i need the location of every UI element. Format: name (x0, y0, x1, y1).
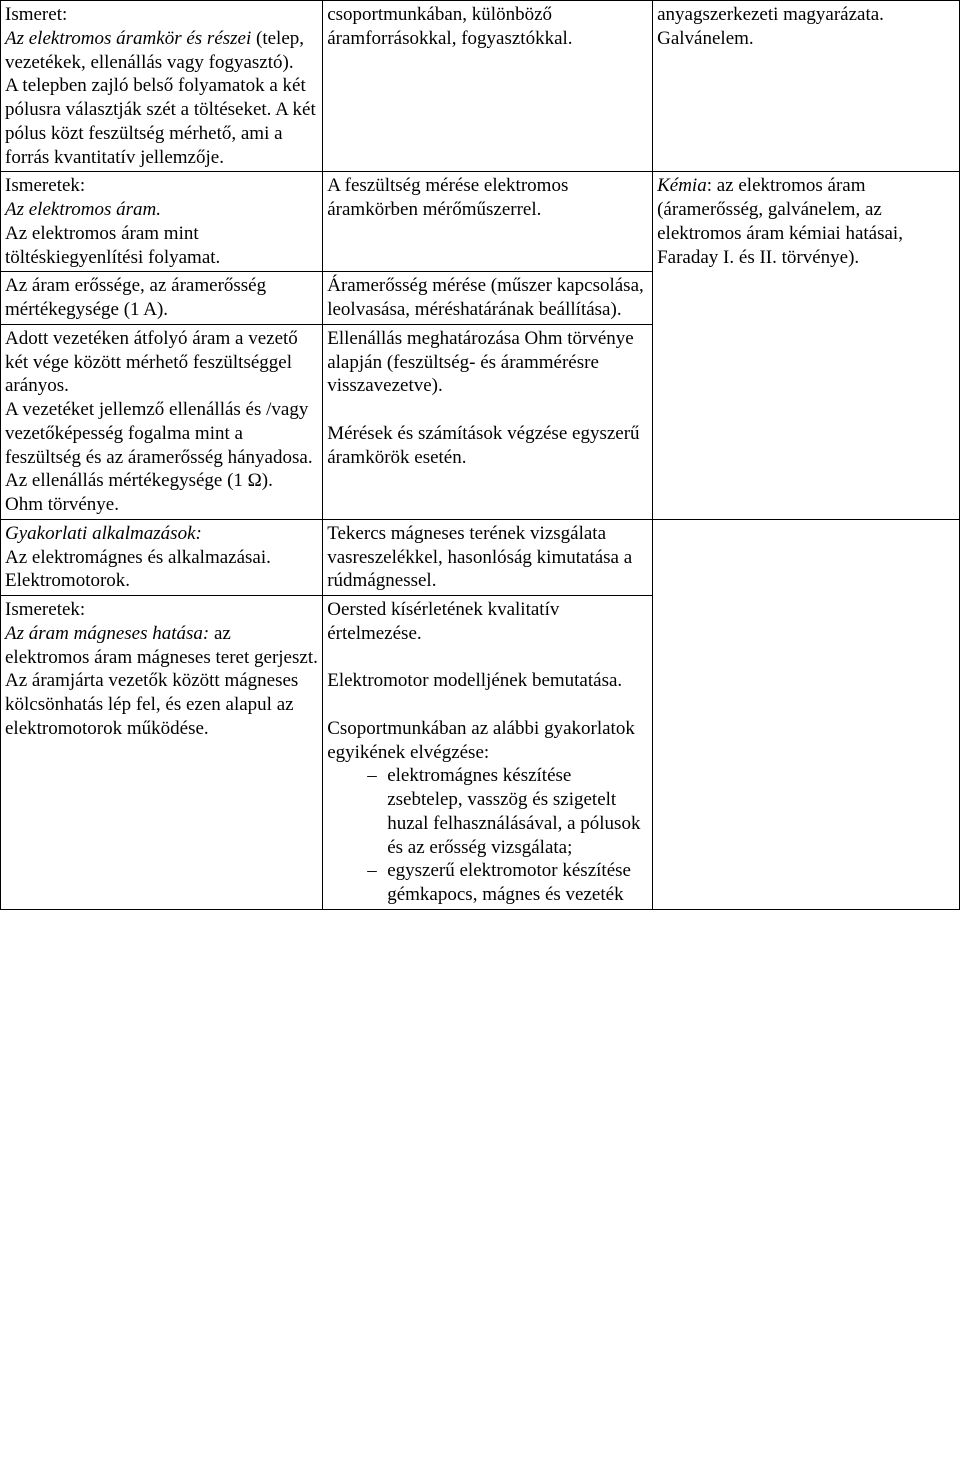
cell-text: Elektromotorok. (5, 570, 130, 591)
cell: Ismeretek: Az elektromos áram. Az elektr… (1, 172, 323, 272)
cell-italic: Az elektromos áram. (5, 199, 161, 220)
cell: Gyakorlati alkalmazások: Az elektromágne… (1, 519, 323, 595)
cell: csoportmunkában, különböző áramforrásokk… (323, 1, 653, 172)
cell: Ellenállás meghatározása Ohm törvénye al… (323, 324, 653, 519)
table-row: Ismeret: Az elektromos áramkör és részei… (1, 1, 960, 172)
cell-text: Tekercs mágneses terének vizsgálata vasr… (327, 523, 632, 592)
cell: A feszültség mérése elektromos áramkörbe… (323, 172, 653, 272)
cell-text: Ohm törvénye. (5, 494, 119, 515)
cell-text: A feszültség mérése elektromos áramkörbe… (327, 175, 568, 220)
table-row: Gyakorlati alkalmazások: Az elektromágne… (1, 519, 960, 595)
cell-text: A telepben zajló belső folyamatok a két … (5, 75, 316, 167)
cell: Tekercs mágneses terének vizsgálata vasr… (323, 519, 653, 595)
table-row: Ismeretek: Az elektromos áram. Az elektr… (1, 172, 960, 272)
cell: Ismeretek: Az áram mágneses hatása: az e… (1, 596, 323, 910)
cell-italic: Kémia (657, 175, 707, 196)
cell-italic: Az áram mágneses hatása: (5, 623, 209, 644)
cell (653, 519, 960, 909)
cell-text: Az ellenállás mértékegysége (1 Ω). (5, 470, 273, 491)
cell: Kémia: az elektromos áram (áramerősség, … (653, 172, 960, 520)
cell: Az áram erőssége, az áramerősség mértéke… (1, 272, 323, 325)
cell-text: Ellenállás meghatározása Ohm törvénye al… (327, 328, 634, 397)
cell-text: Mérések és számítások végzése egyszerű á… (327, 423, 639, 468)
cell-italic: Az elektromos áramkör és részei (5, 28, 251, 49)
task-list: elektromágnes készítése zsebtelep, vassz… (327, 764, 648, 907)
cell: Oersted kísérletének kvalitatív értelmez… (323, 596, 653, 910)
cell-text: Az áram erőssége, az áramerősség mértéke… (5, 275, 266, 320)
cell: anyagszerkezeti magyarázata. Galvánelem. (653, 1, 960, 172)
cell-label: Ismeretek: (5, 599, 85, 620)
cell-text: Galvánelem. (657, 28, 754, 49)
cell-text: Az áramjárta vezetők között mágneses köl… (5, 670, 298, 739)
cell-text: csoportmunkában, különböző áramforrásokk… (327, 4, 572, 49)
cell-text: Elektromotor modelljének bemutatása. (327, 670, 622, 691)
list-item-text: elektromágnes készítése zsebtelep, vassz… (387, 765, 640, 857)
cell-text: Az elektromágnes és alkalmazásai. (5, 547, 271, 568)
cell-text: Az elektromos áram mint töltéskiegyenlít… (5, 223, 220, 268)
list-item: egyszerű elektromotor készítése gémkapoc… (367, 859, 648, 907)
cell-italic: Gyakorlati alkalmazások: (5, 523, 202, 544)
cell-label: Ismeretek: (5, 175, 85, 196)
cell: Ismeret: Az elektromos áramkör és részei… (1, 1, 323, 172)
cell-text: Adott vezetéken átfolyó áram a vezető ké… (5, 328, 298, 397)
list-item-text: egyszerű elektromotor készítése gémkapoc… (387, 860, 631, 905)
cell-text: A vezetéket jellemző ellenállás és /vagy… (5, 399, 313, 468)
cell-text: Csoportmunkában az alábbi gyakorlatok eg… (327, 718, 635, 763)
cell-label: Ismeret: (5, 4, 67, 25)
cell-text: Áramerősség mérése (műszer kapcsolása, l… (327, 275, 644, 320)
cell: Adott vezetéken átfolyó áram a vezető ké… (1, 324, 323, 519)
cell-text: Oersted kísérletének kvalitatív értelmez… (327, 599, 559, 644)
cell-text: anyagszerkezeti magyarázata. (657, 4, 884, 25)
list-item: elektromágnes készítése zsebtelep, vassz… (367, 764, 648, 859)
curriculum-table: Ismeret: Az elektromos áramkör és részei… (0, 0, 960, 910)
cell: Áramerősség mérése (műszer kapcsolása, l… (323, 272, 653, 325)
